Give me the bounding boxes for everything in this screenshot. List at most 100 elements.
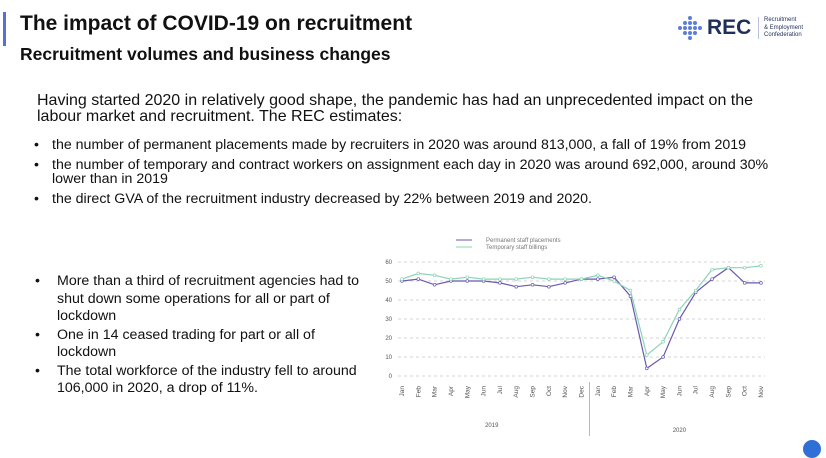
data-point [563, 277, 567, 281]
data-point [726, 265, 731, 270]
data-point [710, 277, 714, 281]
data-point [481, 277, 486, 281]
logo-dot [693, 31, 697, 35]
data-point [596, 273, 600, 278]
x-tick-label: Sep [725, 386, 732, 398]
x-tick-label: Jun [481, 386, 488, 397]
estimate-bullets: the number of permanent placements made … [34, 138, 794, 212]
data-point [530, 283, 535, 287]
bullet-item: the number of temporary and contract wor… [34, 158, 794, 186]
data-point [742, 265, 747, 270]
page-subtitle: Recruitment volumes and business changes [20, 44, 391, 64]
data-point [661, 340, 665, 344]
data-point [693, 288, 698, 293]
rec-logo-fullname: Recruitment & Employment Confederation [764, 17, 818, 40]
y-tick-label: 20 [385, 336, 392, 342]
data-point [498, 281, 502, 285]
x-tick-label: Feb [611, 386, 618, 398]
logo-dot [688, 16, 692, 20]
data-point [612, 279, 616, 283]
logo-divider [758, 17, 759, 39]
title-accent-bar [3, 12, 6, 46]
year-label: 2020 [673, 428, 687, 434]
x-tick-label: Aug [709, 386, 716, 398]
x-tick-label: Oct [742, 386, 749, 396]
data-point [628, 288, 633, 293]
data-point [514, 277, 518, 281]
data-point [579, 277, 584, 281]
logo-dot [688, 21, 692, 25]
y-tick-label: 60 [385, 260, 392, 266]
y-tick-label: 0 [389, 374, 393, 380]
data-point [514, 284, 518, 289]
x-tick-label: May [464, 385, 471, 398]
logo-dot [678, 26, 682, 30]
logo-dot [693, 21, 697, 25]
logo-line-1: Recruitment [764, 17, 797, 23]
x-tick-label: Mar [627, 385, 634, 397]
bullet-item: More than a third of recruitment agencie… [34, 273, 374, 326]
data-point [465, 279, 470, 283]
data-point [449, 277, 453, 281]
rec-logo-dots-icon [678, 16, 702, 40]
business-change-bullets: More than a third of recruitment agencie… [34, 273, 374, 399]
data-point [596, 277, 600, 281]
data-point [432, 283, 437, 287]
x-tick-label: Mar [432, 385, 439, 397]
x-tick-label: May [660, 385, 667, 398]
x-tick-label: Jul [693, 385, 700, 394]
y-tick-label: 30 [385, 317, 392, 323]
data-point [563, 281, 567, 285]
data-point [612, 275, 616, 279]
x-tick-label: Jul [497, 385, 504, 394]
data-point [677, 317, 682, 321]
page-title: The impact of COVID-19 on recruitment [20, 12, 413, 35]
x-tick-label: Nov [562, 385, 569, 397]
y-tick-label: 50 [385, 279, 392, 285]
data-point [416, 271, 421, 276]
logo-dot [683, 26, 687, 30]
rec-logo-text: REC [707, 16, 752, 39]
year-label: 2019 [485, 423, 499, 429]
logo-dot [688, 26, 692, 30]
x-tick-label: Nov [758, 385, 765, 397]
data-point [742, 281, 747, 285]
x-tick-label: Sep [530, 386, 537, 398]
y-tick-label: 10 [385, 355, 392, 361]
logo-line-2: & Employment [764, 24, 804, 31]
logo-line-3: Confederation [764, 32, 802, 38]
data-point [530, 275, 535, 279]
x-tick-label: Dec [579, 385, 586, 397]
data-point [710, 267, 714, 272]
data-point [645, 353, 649, 357]
x-tick-label: Jun [676, 386, 683, 397]
legend-label: Temporary staff billings [486, 245, 547, 251]
logo-dot [698, 26, 702, 30]
data-point [547, 284, 551, 289]
data-point [677, 307, 682, 312]
data-point [759, 264, 763, 268]
data-point [432, 273, 437, 278]
legend-label: Permanent staff placements [486, 238, 561, 244]
data-point [661, 355, 665, 359]
x-tick-label: Apr [448, 385, 455, 396]
x-tick-label: Oct [546, 386, 553, 396]
bullet-item: The total workforce of the industry fell… [34, 363, 374, 398]
logo-dot [688, 36, 692, 40]
data-point [645, 366, 649, 371]
data-point [759, 281, 763, 285]
y-tick-label: 40 [385, 298, 392, 304]
help-button[interactable] [803, 440, 821, 458]
data-point [465, 275, 470, 279]
x-tick-label: Feb [415, 386, 422, 398]
logo-dot [693, 26, 697, 30]
data-point [400, 277, 404, 281]
x-tick-label: Aug [513, 386, 520, 398]
logo-dot [688, 31, 692, 35]
bullet-item: the number of permanent placements made … [34, 138, 794, 152]
intro-paragraph: Having started 2020 in relatively good s… [37, 92, 754, 125]
x-tick-label: Jan [595, 386, 602, 397]
bullet-item: the direct GVA of the recruitment indust… [34, 192, 794, 206]
x-tick-label: Jan [399, 386, 406, 397]
data-point [416, 277, 421, 281]
